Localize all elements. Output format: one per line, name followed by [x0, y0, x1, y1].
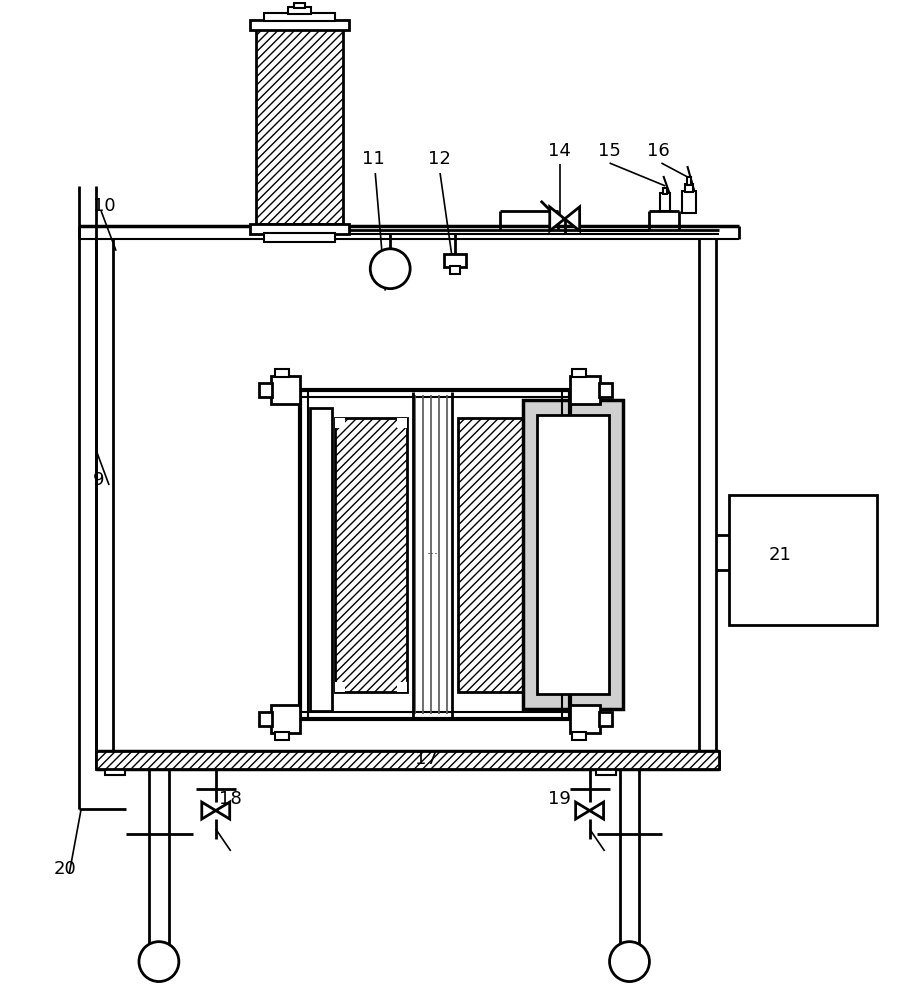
Bar	[270, 705, 301, 733]
Circle shape	[369, 249, 410, 289]
Bar	[264, 13, 335, 21]
Bar	[264, 233, 335, 242]
Bar	[458, 418, 522, 692]
Bar	[274, 369, 289, 377]
Polygon shape	[575, 802, 603, 819]
Text: 21: 21	[768, 546, 791, 564]
Text: 12: 12	[427, 150, 450, 168]
Bar	[96, 751, 719, 769]
Bar	[105, 769, 125, 775]
Text: 14: 14	[547, 142, 570, 160]
Text: 19: 19	[547, 790, 570, 808]
Bar	[449, 266, 460, 274]
Bar	[595, 769, 615, 775]
Bar	[255, 29, 343, 224]
Bar	[682, 191, 696, 213]
Circle shape	[139, 942, 178, 982]
Bar	[660, 193, 670, 211]
Bar	[258, 383, 271, 397]
Text: 16: 16	[647, 142, 669, 160]
Bar	[258, 712, 271, 726]
Text: 10: 10	[93, 197, 116, 215]
Circle shape	[609, 942, 649, 982]
Bar	[397, 418, 407, 428]
Bar	[288, 7, 312, 14]
Bar	[569, 376, 599, 404]
Bar	[598, 712, 611, 726]
Bar	[536, 415, 607, 694]
Text: 9: 9	[93, 471, 105, 489]
Bar	[571, 732, 585, 740]
Text: 17: 17	[414, 750, 437, 768]
Bar	[397, 682, 407, 692]
Bar	[663, 188, 666, 194]
Bar	[444, 254, 466, 267]
Bar	[335, 418, 407, 692]
Text: 20: 20	[53, 860, 76, 878]
Polygon shape	[201, 802, 230, 819]
Bar	[249, 20, 349, 30]
Polygon shape	[550, 207, 579, 231]
Bar	[270, 376, 301, 404]
Bar	[335, 682, 345, 692]
Bar	[569, 705, 599, 733]
Text: 15: 15	[597, 142, 619, 160]
Bar	[685, 184, 693, 192]
Bar	[335, 418, 345, 428]
Bar	[522, 400, 622, 709]
Bar	[729, 495, 876, 625]
Text: 11: 11	[362, 150, 385, 168]
Bar	[310, 408, 332, 711]
Bar	[686, 177, 690, 185]
Text: ···: ···	[426, 548, 438, 561]
Bar	[571, 369, 585, 377]
Bar	[598, 383, 611, 397]
Text: 18: 18	[219, 790, 241, 808]
Bar	[293, 3, 305, 8]
Bar	[274, 732, 289, 740]
Bar	[249, 224, 349, 234]
